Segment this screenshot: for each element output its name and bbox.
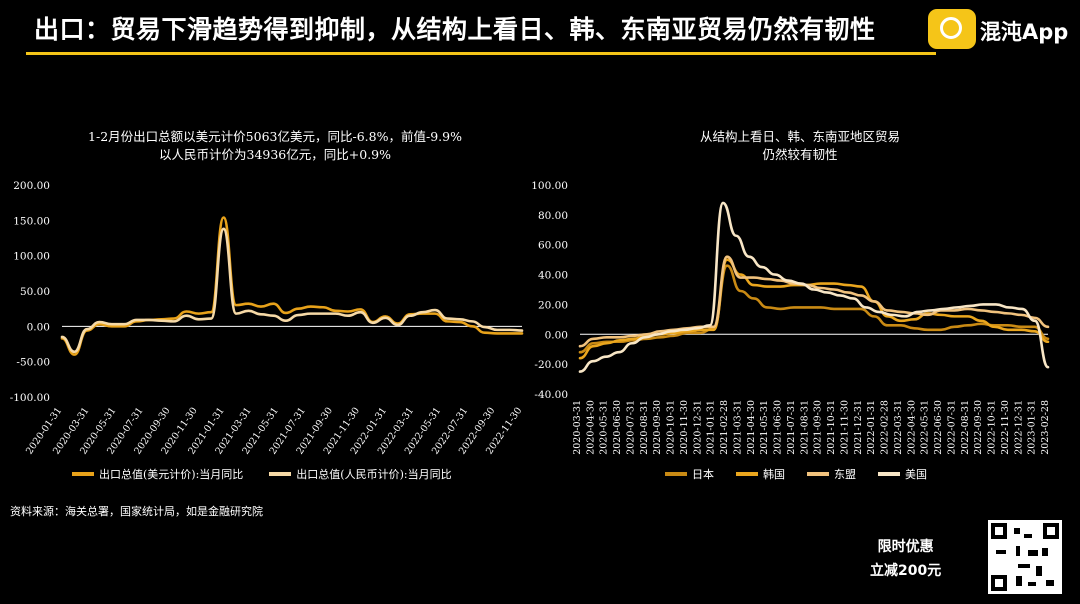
qr-code-icon[interactable] (988, 520, 1062, 594)
left-chart-title-line2: 以人民币计价为34936亿元，同比+0.9% (159, 147, 391, 162)
left-chart-ytick-label: -50.00 (16, 357, 50, 369)
right-chart-xtick-label: 2022-02-28 (880, 400, 891, 455)
right-chart-xtick-label: 2021-12-31 (853, 400, 864, 455)
left-chart-title: 1-2月份出口总额以美元计价5063亿美元，同比-6.8%，前值-9.9% 以人… (60, 128, 490, 164)
legend-item-usd: 出口总值(美元计价):当月同比 (72, 466, 243, 482)
right-chart-title: 从结构上看日、韩、东南亚地区贸易 仍然较有韧性 (640, 128, 960, 164)
legend-label-japan: 日本 (692, 468, 714, 481)
right-chart-xtick-label: 2021-07-31 (786, 400, 797, 455)
brand-name[interactable]: 混沌App (980, 20, 1069, 44)
promo-line1: 限时优惠 (877, 539, 934, 555)
legend-swatch-usd (72, 472, 94, 476)
right-chart-ytick-label: 0.00 (545, 329, 568, 341)
right-chart-title-line2: 仍然较有韧性 (762, 147, 838, 162)
left-chart-ytick-label: 200.00 (13, 180, 50, 192)
right-chart-xtick-label: 2021-03-31 (732, 400, 743, 455)
legend-label-rmb: 出口总值(人民币计价):当月同比 (296, 468, 452, 481)
right-chart-xtick-label: 2021-10-31 (826, 400, 837, 455)
right-chart-xtick-label: 2021-04-30 (746, 400, 757, 455)
left-export-chart: 200.00 150.00 100.00 50.00 0.00 -50.00 -100.00… (10, 180, 525, 457)
right-chart-xtick-label: 2020-11-30 (679, 400, 690, 455)
left-chart-ytick-label: 150.00 (13, 215, 50, 227)
right-chart-xtick-label: 2022-05-31 (920, 400, 931, 455)
right-chart-series-1-line (578, 264, 1050, 354)
right-region-chart: 100.00 80.00 60.00 40.00 20.00 0.00 -20.00 -40.… (531, 180, 1051, 455)
legend-item-asean: 东盟 (807, 466, 856, 482)
right-chart-ytick-label: -20.00 (534, 359, 568, 371)
right-chart-series-3-line (578, 255, 1050, 348)
legend-label-usa: 美国 (905, 468, 927, 481)
right-chart-xtick-label: 2021-06-30 (773, 400, 784, 455)
right-chart-xtick-label: 2022-07-31 (946, 400, 957, 455)
right-chart-ytick-label: 60.00 (538, 240, 568, 252)
source-note: 资料来源：海关总署，国家统计局，如是金融研究院 (10, 505, 263, 518)
right-chart-xtick-label: 2020-12-31 (692, 400, 703, 455)
right-chart-ytick-label: 20.00 (538, 299, 568, 311)
legend-label-korea: 韩国 (763, 468, 785, 481)
left-chart-legend: 出口总值(美元计价):当月同比 出口总值(人民币计价):当月同比 (72, 466, 452, 482)
right-chart-xtick-label: 2022-10-31 (987, 400, 998, 455)
right-chart-ytick-label: 80.00 (538, 210, 568, 222)
right-chart-xtick-label: 2020-07-31 (625, 400, 636, 455)
right-chart-series-4-line (578, 201, 1050, 373)
right-chart-xtick-label: 2022-04-30 (906, 400, 917, 455)
page-title: 出口：贸易下滑趋势得到抑制，从结构上看日、韩、东南亚贸易仍然有韧性 (34, 15, 876, 44)
title-underline (26, 52, 936, 55)
right-chart-xtick-label: 2021-01-31 (706, 400, 717, 455)
right-chart-xtick-label: 2022-01-31 (866, 400, 877, 455)
right-chart-xtick-label: 2021-11-30 (839, 400, 850, 455)
right-chart-xtick-label: 2021-05-31 (759, 400, 770, 455)
legend-item-usa: 美国 (878, 466, 927, 482)
right-chart-xtick-label: 2020-04-30 (585, 400, 596, 455)
promo-block[interactable]: 限时优惠 立减200元 (870, 535, 941, 583)
right-chart-xtick-label: 2022-12-31 (1013, 400, 1024, 455)
right-chart-xtick-label: 2020-10-31 (666, 400, 677, 455)
right-chart-ytick-label: -40.00 (534, 389, 568, 401)
right-chart-title-line1: 从结构上看日、韩、东南亚地区贸易 (699, 129, 900, 144)
right-chart-xtick-label: 2020-03-31 (572, 400, 583, 455)
legend-swatch-rmb (269, 472, 292, 476)
legend-swatch-usa (878, 472, 900, 476)
legend-swatch-korea (736, 472, 758, 476)
right-chart-legend: 日本 韩国 东盟 美国 (665, 466, 927, 482)
legend-swatch-japan (665, 472, 687, 476)
left-chart-series-2-line (60, 227, 524, 354)
right-chart-xtick-label: 2021-08-31 (799, 400, 810, 455)
left-chart-ytick-label: 0.00 (27, 321, 50, 333)
legend-swatch-asean (807, 472, 829, 476)
left-chart-ytick-label: 100.00 (13, 251, 50, 263)
right-chart-xtick-label: 2023-02-28 (1040, 400, 1051, 455)
right-chart-xtick-label: 2020-08-31 (639, 400, 650, 455)
promo-line2: 立减200元 (870, 563, 942, 579)
brand-logo-icon[interactable] (928, 9, 976, 49)
legend-item-korea: 韩国 (736, 466, 785, 482)
legend-label-usd: 出口总值(美元计价):当月同比 (99, 468, 244, 481)
right-chart-xtick-label: 2022-11-30 (1000, 400, 1011, 455)
right-chart-ytick-label: 40.00 (538, 270, 568, 282)
right-chart-ytick-label: 100.00 (531, 180, 568, 192)
right-chart-xtick-label: 2022-08-31 (960, 400, 971, 455)
legend-item-rmb: 出口总值(人民币计价):当月同比 (269, 466, 452, 482)
right-chart-xtick-label: 2022-03-31 (893, 400, 904, 455)
right-chart-xtick-label: 2022-09-30 (973, 400, 984, 455)
right-chart-xtick-label: 2022-06-30 (933, 400, 944, 455)
right-chart-xtick-label: 2020-09-30 (652, 400, 663, 455)
left-chart-title-line1: 1-2月份出口总额以美元计价5063亿美元，同比-6.8%，前值-9.9% (88, 129, 462, 144)
legend-item-japan: 日本 (665, 466, 714, 482)
left-chart-ytick-label: -100.00 (10, 392, 50, 404)
right-chart-xtick-label: 2020-05-31 (599, 400, 610, 455)
left-chart-ytick-label: 50.00 (20, 286, 50, 298)
right-chart-xtick-label: 2021-09-30 (813, 400, 824, 455)
legend-label-asean: 东盟 (834, 468, 856, 481)
right-chart-xtick-label: 2020-06-30 (612, 400, 623, 455)
right-chart-xtick-label: 2023-01-31 (1027, 400, 1038, 455)
left-chart-series-1-line (60, 216, 524, 356)
right-chart-xtick-label: 2021-02-28 (719, 400, 730, 455)
